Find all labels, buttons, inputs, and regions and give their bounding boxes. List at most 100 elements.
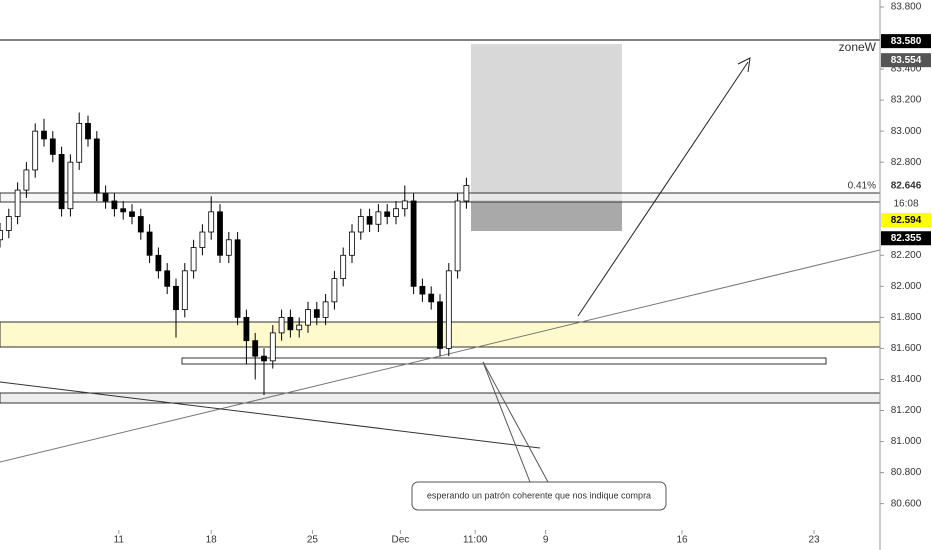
candle-body: [305, 309, 311, 326]
marks: [0, 112, 470, 395]
x-tick-label: 11:00: [463, 535, 488, 546]
candle-body: [111, 200, 118, 210]
y-tick-label: 82.800: [891, 157, 922, 168]
candle-body: [23, 169, 30, 191]
level-box: [181, 357, 827, 365]
price-label-box: [881, 213, 931, 228]
callout-line: [482, 361, 531, 483]
y-tick-label: 83.800: [891, 2, 922, 13]
target-box: [471, 44, 622, 200]
candle-body: [146, 231, 153, 256]
candle-body: [217, 211, 223, 256]
candle-body: [428, 293, 435, 303]
candle-body: [137, 216, 144, 233]
callout-text: esperando un patrón coherente que nos in…: [427, 490, 651, 500]
x-tick-label: 18: [206, 535, 218, 546]
candle-body: [410, 200, 417, 287]
y-tick-label: 81.000: [891, 436, 922, 447]
x-tick-label: 11: [114, 535, 125, 546]
candle-body: [463, 185, 470, 202]
candle-body: [278, 316, 285, 334]
candle-body: [49, 138, 56, 155]
y-tick-label: 81.600: [891, 343, 922, 354]
price-label: 83.554: [891, 55, 922, 66]
candle-body: [120, 208, 127, 213]
candle-body: [164, 270, 171, 287]
resistance-zone: [0, 192, 881, 203]
candle-body: [401, 200, 408, 210]
y-tick-label: 81.200: [891, 405, 922, 416]
y-tick-label: 82.200: [891, 250, 922, 261]
y-tick-label: 82.000: [891, 281, 922, 292]
price-label: 82.646: [891, 181, 922, 192]
candle-body: [296, 324, 303, 331]
x-tick-label: 23: [808, 535, 820, 546]
candle-body: [58, 154, 65, 210]
candle-body: [322, 301, 329, 318]
candle-body: [357, 216, 364, 233]
y-tick-label: 80.600: [891, 498, 922, 509]
candle-body: [5, 216, 12, 231]
candle-body: [190, 247, 197, 272]
candle-body: [375, 211, 382, 225]
x-tick-label: 25: [307, 535, 319, 546]
y-tick-label: 83.400: [891, 64, 922, 75]
candle-body: [445, 270, 452, 349]
candle-body: [76, 122, 83, 163]
x-tick-label: Dec: [392, 535, 410, 546]
y-tick-label: 83.200: [891, 95, 922, 106]
candle-body: [287, 316, 294, 331]
y-tick-label: 81.400: [891, 374, 922, 385]
candle-body: [208, 211, 215, 233]
arrow-head: [737, 57, 751, 73]
price-label-box: [881, 34, 931, 49]
candle-body: [243, 316, 250, 342]
y-tick-label: 83.000: [891, 126, 922, 137]
candle-body: [269, 332, 276, 362]
price-label: 83.580: [891, 36, 922, 47]
candle-body: [384, 211, 391, 217]
callout-box: [411, 481, 667, 511]
trend-line: [0, 381, 541, 449]
price-label: 82.355: [891, 233, 922, 244]
price-label: 82.594: [891, 215, 922, 226]
candle-body: [14, 189, 21, 217]
candle-body: [173, 285, 179, 311]
candle-body: [155, 254, 162, 272]
candle-body: [313, 309, 320, 318]
y-tick-label: 81.800: [891, 312, 922, 323]
candle-body: [225, 239, 232, 256]
candle-body: [67, 161, 74, 210]
candle-body: [234, 239, 241, 318]
countdown: 16:08: [893, 199, 918, 210]
candle-body: [393, 208, 399, 217]
candle-body: [85, 122, 91, 140]
change-label: 0.41%: [848, 181, 876, 192]
callout-line: [482, 361, 549, 483]
arrow: [577, 61, 749, 317]
candle-body: [331, 278, 338, 303]
candle-body: [349, 231, 355, 256]
candle-body: [41, 130, 47, 140]
x-tick-label: 9: [543, 535, 549, 546]
stop-box: [471, 200, 622, 231]
candle-body: [340, 254, 347, 279]
candle-body: [93, 138, 100, 194]
candle-body: [454, 200, 461, 272]
price-label-box: [881, 53, 931, 68]
y-tick-label: 80.800: [891, 467, 922, 478]
candle-body: [252, 340, 259, 357]
candle-body: [32, 130, 39, 171]
candle-body: [102, 192, 109, 202]
candle-body: [0, 230, 3, 241]
candle-body: [261, 355, 267, 362]
candle-body: [366, 216, 373, 225]
zone-label: zoneW: [839, 40, 877, 54]
price-label-box: [881, 231, 931, 246]
candle-body: [129, 211, 135, 217]
candle-body: [437, 301, 443, 349]
candle-body: [199, 231, 206, 248]
candle-body: [181, 270, 188, 311]
